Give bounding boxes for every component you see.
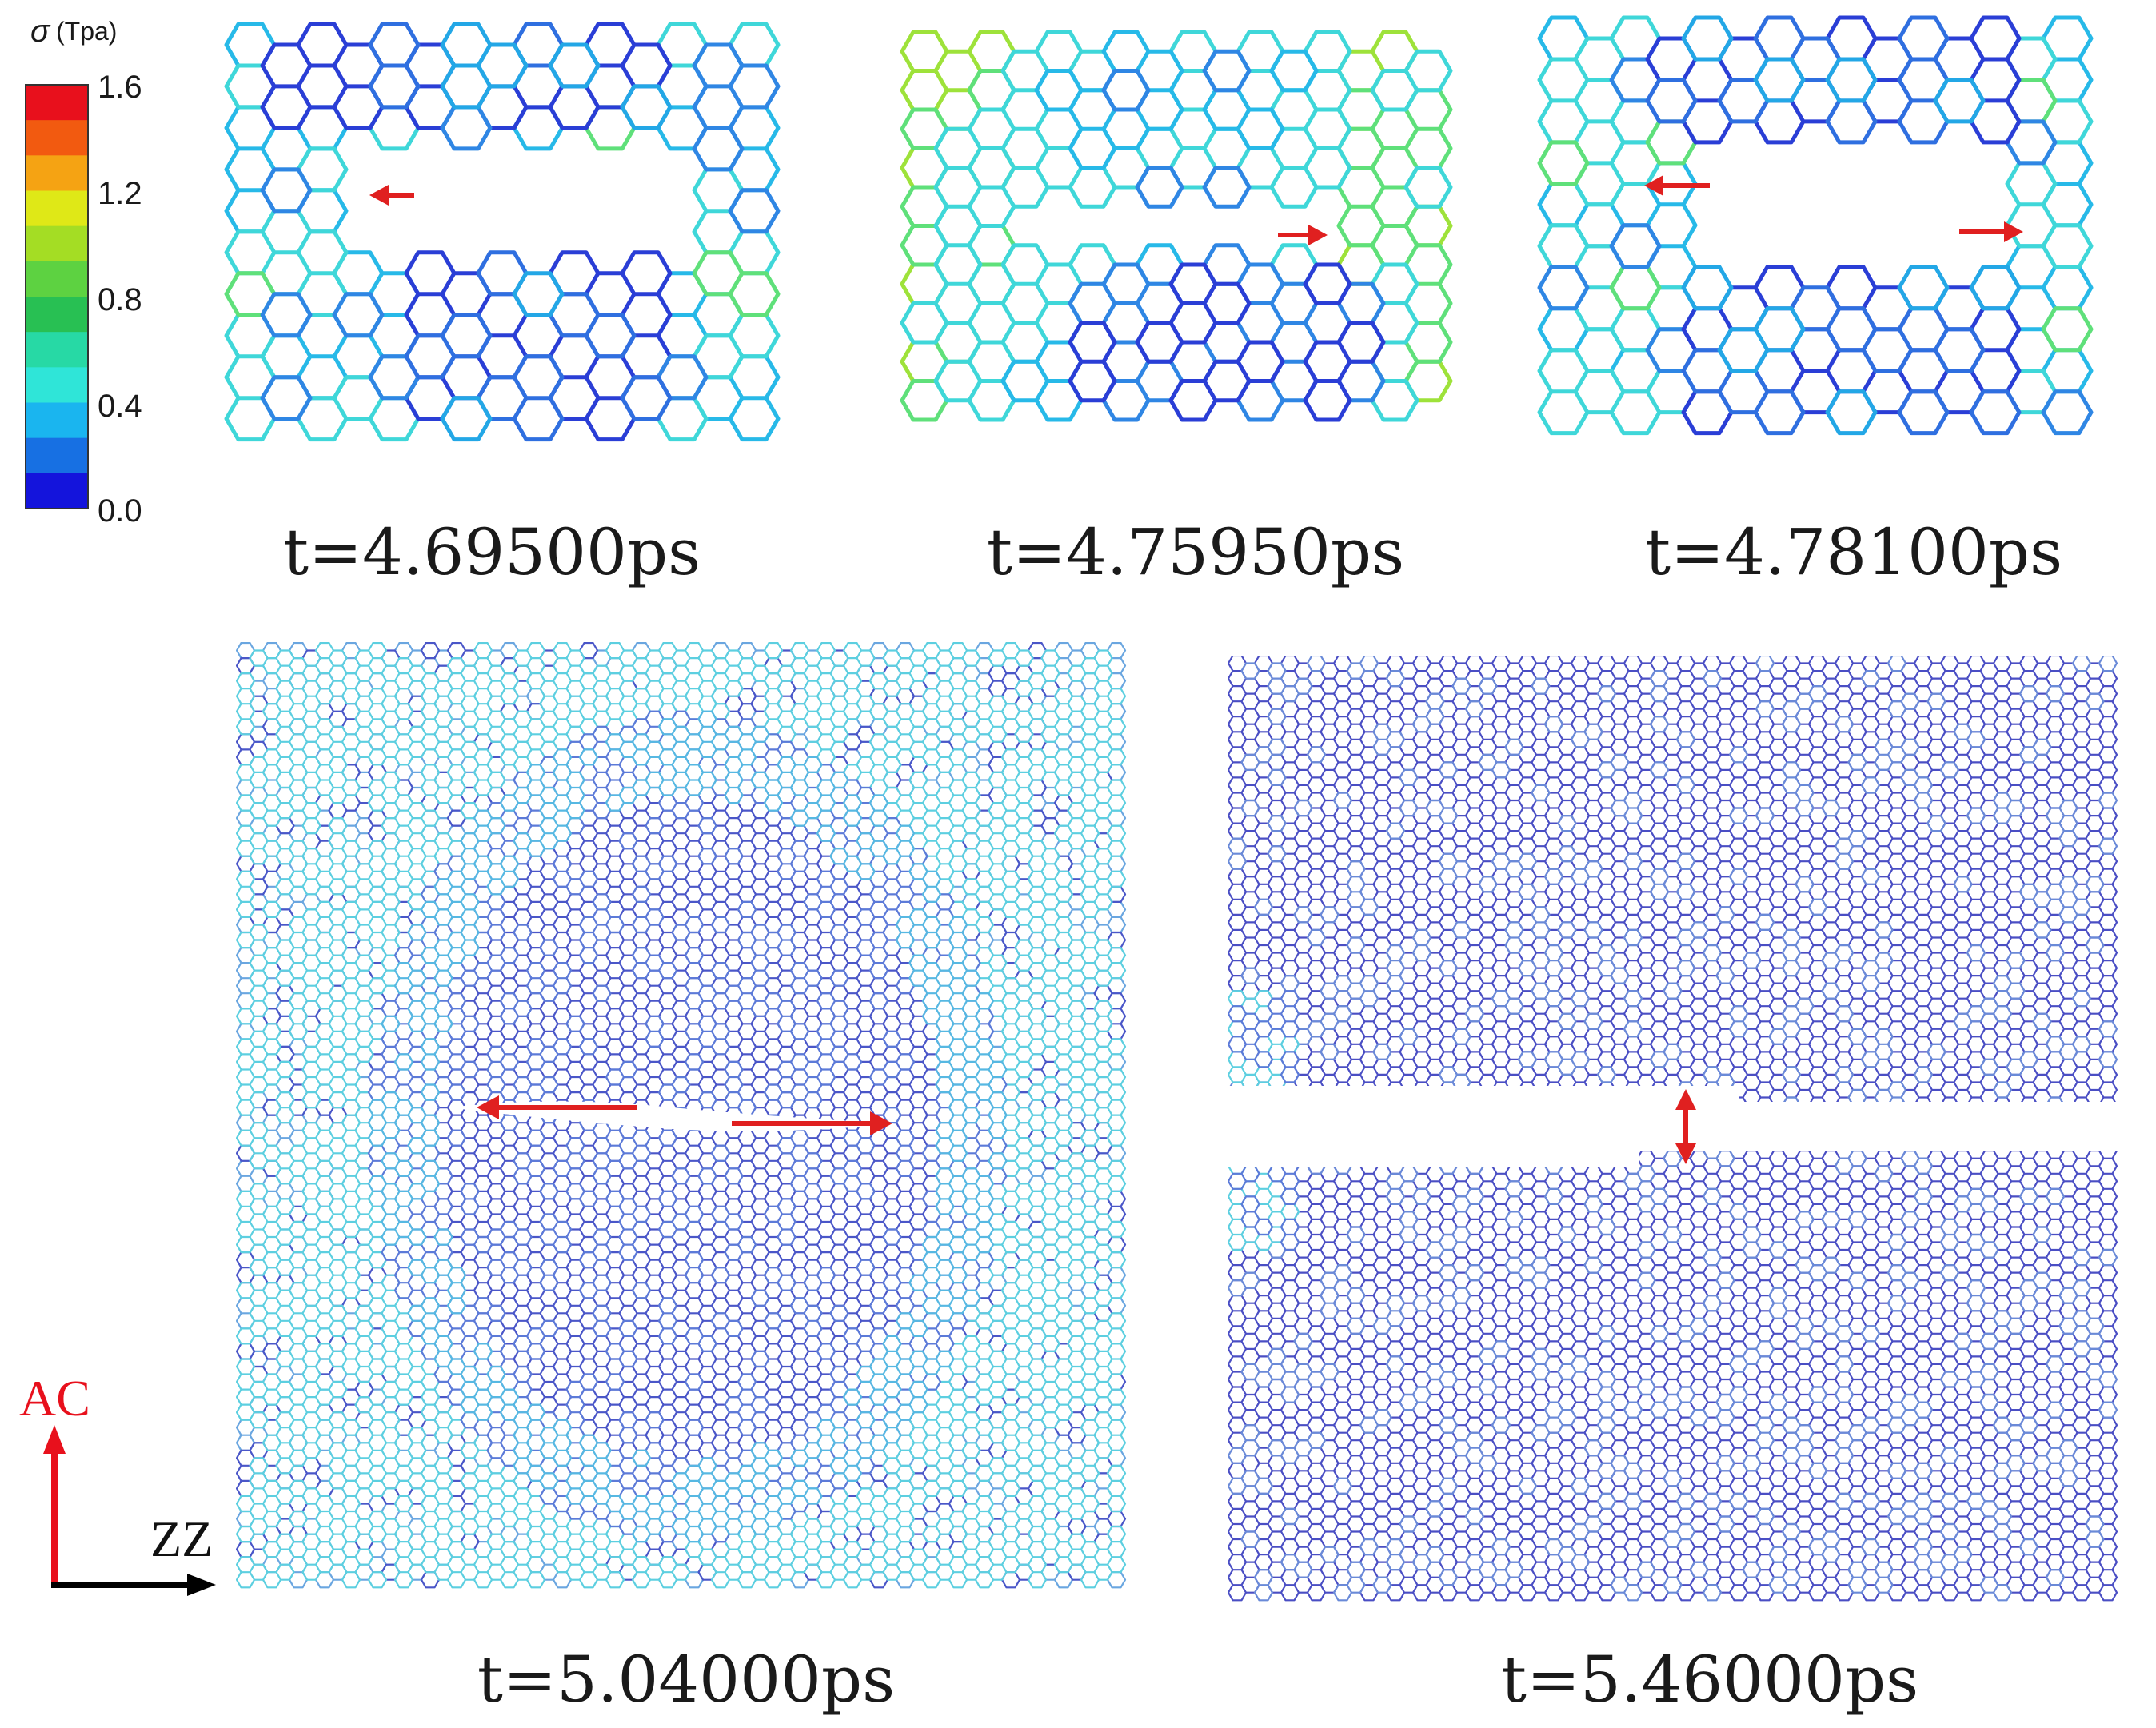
- panel-a-lattice: [224, 22, 781, 442]
- ac-axis-label: AC: [19, 1370, 90, 1427]
- panel-b-crack-arrow: [1278, 225, 1328, 245]
- panel-e: t=5.46000ps: [1228, 656, 2122, 1717]
- colorbar-swatch: [26, 261, 88, 297]
- colorbar-swatch: [26, 155, 88, 191]
- colorbar-swatch: [26, 120, 88, 156]
- colorbar-swatch: [26, 225, 88, 262]
- colorbar-tick-label: 1.6: [98, 70, 142, 105]
- panel-e-caption: t=5.46000ps: [1501, 1642, 1918, 1717]
- colorbar-tick-label: 0.0: [98, 493, 142, 529]
- panel-c-lattice: [1537, 15, 2094, 436]
- lattice-bonds: [1537, 15, 2094, 394]
- panel-b-caption: t=4.75950ps: [987, 515, 1404, 589]
- panel-c-caption: t=4.78100ps: [1645, 515, 2062, 589]
- colorbar-swatch: [26, 437, 88, 474]
- panel-d: t=5.04000ps: [236, 642, 1127, 1717]
- panel-d-caption: t=5.04000ps: [477, 1642, 895, 1717]
- panel-e-opening-arrow: [1675, 1089, 1696, 1164]
- panel-a: t=4.69500ps: [224, 22, 781, 589]
- lattice-bonds: [1537, 78, 2094, 353]
- lattice-bonds: [1068, 262, 1386, 422]
- lattice-bonds: [440, 22, 673, 442]
- colorbar-swatch: [26, 367, 88, 403]
- panel-b-lattice: [900, 30, 1453, 422]
- colorbar-swatches: [25, 84, 89, 509]
- panel-c-crack-arrow-right: [1959, 221, 2023, 242]
- colorbar-swatch: [26, 332, 88, 368]
- lattice-bonds: [1537, 57, 2094, 436]
- panel-a-caption: t=4.69500ps: [283, 515, 701, 589]
- panel-d-lattice: [236, 642, 1127, 1589]
- panel-d-crack-arrow-left: [477, 1095, 637, 1119]
- panel-b: t=4.75950ps: [900, 30, 1453, 589]
- panel-e-fracture-gap: [1228, 1086, 2122, 1167]
- colorbar-swatch: [26, 297, 88, 333]
- colorbar-swatch: [26, 85, 88, 121]
- colorbar-tick-label: 1.2: [98, 176, 142, 211]
- lattice-bonds: [900, 30, 1453, 403]
- panel-d-crack-arrow-right: [732, 1111, 892, 1135]
- lattice-bonds: [368, 22, 673, 442]
- lattice-bonds: [1228, 656, 2118, 1602]
- lattice-orientation-axes: AC ZZ: [19, 1370, 216, 1596]
- zz-axis-arrowhead: [187, 1574, 216, 1596]
- colorbar-tick-label: 0.8: [98, 282, 142, 317]
- colorbar-swatch: [26, 402, 88, 439]
- colorbar-swatch: [26, 190, 88, 227]
- ac-axis-arrowhead: [43, 1425, 66, 1454]
- colorbar-swatch: [26, 473, 88, 509]
- panel-a-crack-arrow: [369, 185, 414, 206]
- lattice-bonds: [224, 105, 781, 317]
- panel-c: t=4.78100ps: [1537, 15, 2094, 589]
- lattice-bonds: [1068, 49, 1386, 422]
- panel-e-lattice: [1228, 656, 2118, 1602]
- zz-axis-label: ZZ: [150, 1511, 213, 1567]
- colorbar-unit: (Tpa): [56, 17, 117, 46]
- lattice-bonds: [367, 710, 1008, 1543]
- colorbar-tick-label: 0.4: [98, 389, 142, 424]
- colorbar: σ (Tpa) 1.6 1.2 0.8 0.4 0.0: [25, 14, 142, 529]
- colorbar-frame: [25, 84, 89, 509]
- colorbar-symbol: σ: [30, 14, 51, 49]
- panel-c-crack-arrow-left: [1644, 175, 1710, 196]
- lattice-bonds: [1681, 15, 2022, 436]
